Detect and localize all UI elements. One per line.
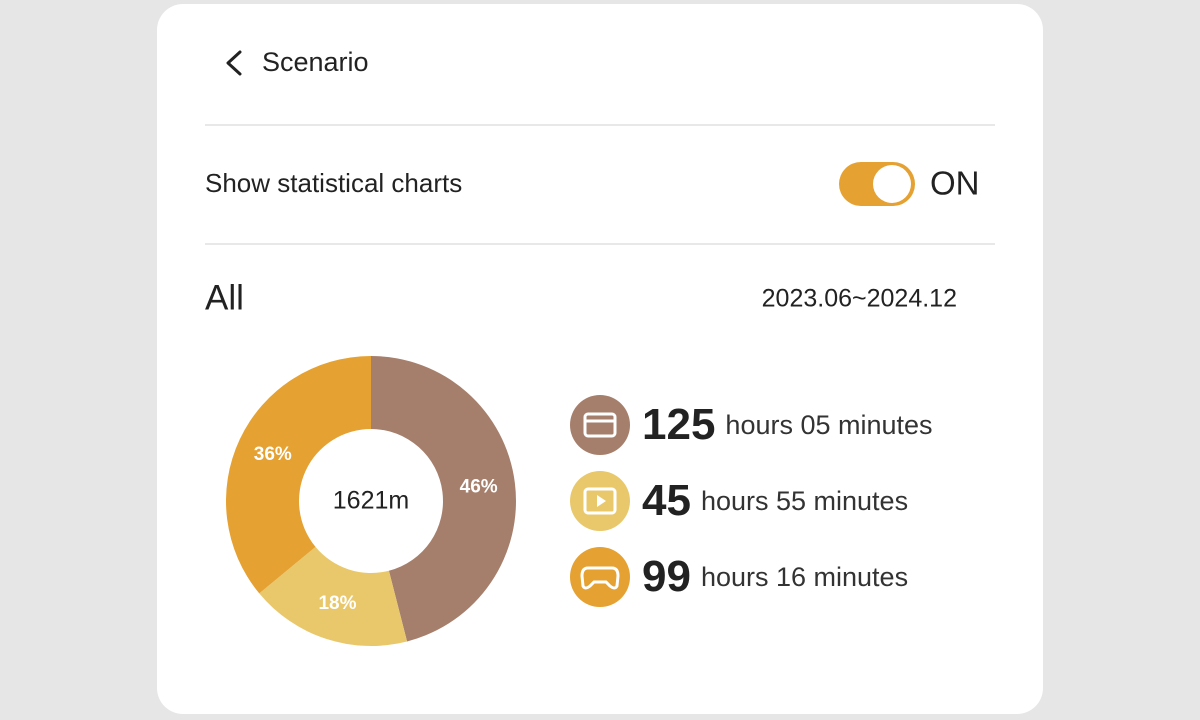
back-button[interactable] [226,50,242,76]
segment-label: 46% [460,476,498,497]
donut-segment [259,546,408,646]
legend-row: 45 hours 55 minutes [570,471,908,531]
icon-glyph [583,487,617,515]
duration: 125 hours 05 minutes [642,400,933,449]
donut-segment [371,356,517,642]
segment-label: 36% [254,444,292,465]
page-title: Scenario [262,47,369,77]
duration: 99 hours 16 minutes [642,552,908,601]
donut-segment [226,356,371,594]
toggle-knob[interactable] [873,165,911,203]
period: 2023.06~2024.12 [762,285,957,313]
icon-glyph [583,412,617,438]
segment-label: 18% [318,593,356,614]
legend-row: 125 hours 05 minutes [570,395,933,455]
icon-glyph [597,495,606,507]
icon [570,547,630,607]
duration: 45 hours 55 minutes [642,476,908,525]
card [157,4,1043,714]
toggle[interactable] [839,162,915,206]
setting-label: Show statistical charts [205,168,462,198]
summary-title: All [205,278,244,317]
icon [570,395,630,455]
toggle-state: ON [930,165,980,202]
icon-glyph [580,566,620,590]
center-label: 1621m [333,487,409,515]
legend-row: 99 hours 16 minutes [570,547,908,607]
donut-chart: 46% 18% 36% [226,356,517,646]
